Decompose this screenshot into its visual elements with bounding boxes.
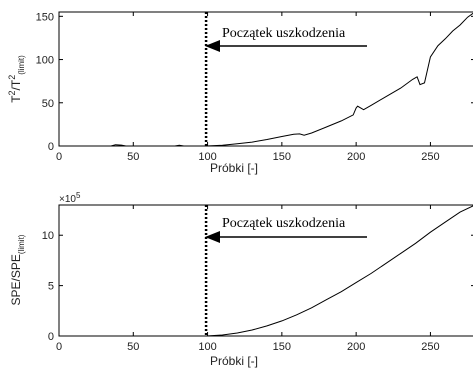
top-y-tick-label: 0	[48, 141, 54, 153]
bottom-chart: 0 50 100 150 200 250 0 5 10 Początek uszkodzeni…	[9, 191, 473, 368]
bottom-y-tick-label: 10	[42, 230, 54, 242]
bottom-y-ticks: 0 5 10	[42, 230, 473, 343]
bottom-x-tick-label: 100	[198, 341, 216, 353]
bottom-y-tick-label: 0	[48, 331, 54, 343]
bottom-x-tick-label: 200	[347, 341, 365, 353]
bottom-x-ticks: 0 50 100 150 200 250	[56, 205, 440, 353]
top-x-tick-label: 200	[347, 151, 365, 163]
top-x-axis-label: Próbki [-]	[210, 161, 258, 175]
top-x-tick-label: 250	[421, 151, 439, 163]
bottom-annotation-arrow-head	[205, 231, 220, 243]
top-x-tick-label: 150	[273, 151, 291, 163]
top-x-tick-label: 0	[56, 151, 62, 163]
top-y-ticks: 0 50 100 150	[36, 11, 473, 153]
bottom-spe-series-line	[59, 205, 473, 337]
bottom-x-tick-label: 150	[273, 341, 291, 353]
bottom-plot-frame	[58, 204, 473, 337]
top-x-tick-label: 50	[127, 151, 139, 163]
bottom-exponent-label: ×105	[59, 191, 81, 205]
bottom-x-tick-label: 0	[56, 341, 62, 353]
top-plot-frame	[58, 11, 473, 147]
top-annotation-arrow-head	[205, 40, 220, 52]
bottom-x-tick-label: 50	[127, 341, 139, 353]
top-x-ticks: 0 50 100 150 200 250	[56, 12, 440, 163]
bottom-y-tick-label: 5	[48, 281, 54, 293]
top-annotation-label: Początek uszkodzenia	[222, 26, 346, 41]
bottom-y-axis-label: SPE/SPE(limit)	[9, 234, 26, 305]
bottom-annotation-label: Początek uszkodzenia	[222, 216, 346, 231]
top-y-tick-label: 150	[36, 11, 54, 23]
top-t2-series-line	[59, 12, 473, 147]
top-chart: 0 50 100 150 200 250 0 50 100 150 Początek uszko…	[7, 11, 473, 175]
top-x-tick-label: 100	[198, 151, 216, 163]
top-y-axis-label: T2/T2(limit)	[7, 55, 26, 103]
bottom-x-tick-label: 250	[421, 341, 439, 353]
top-y-tick-label: 100	[36, 55, 54, 67]
bottom-x-axis-label: Próbki [-]	[210, 354, 258, 368]
top-y-tick-label: 50	[42, 98, 54, 110]
